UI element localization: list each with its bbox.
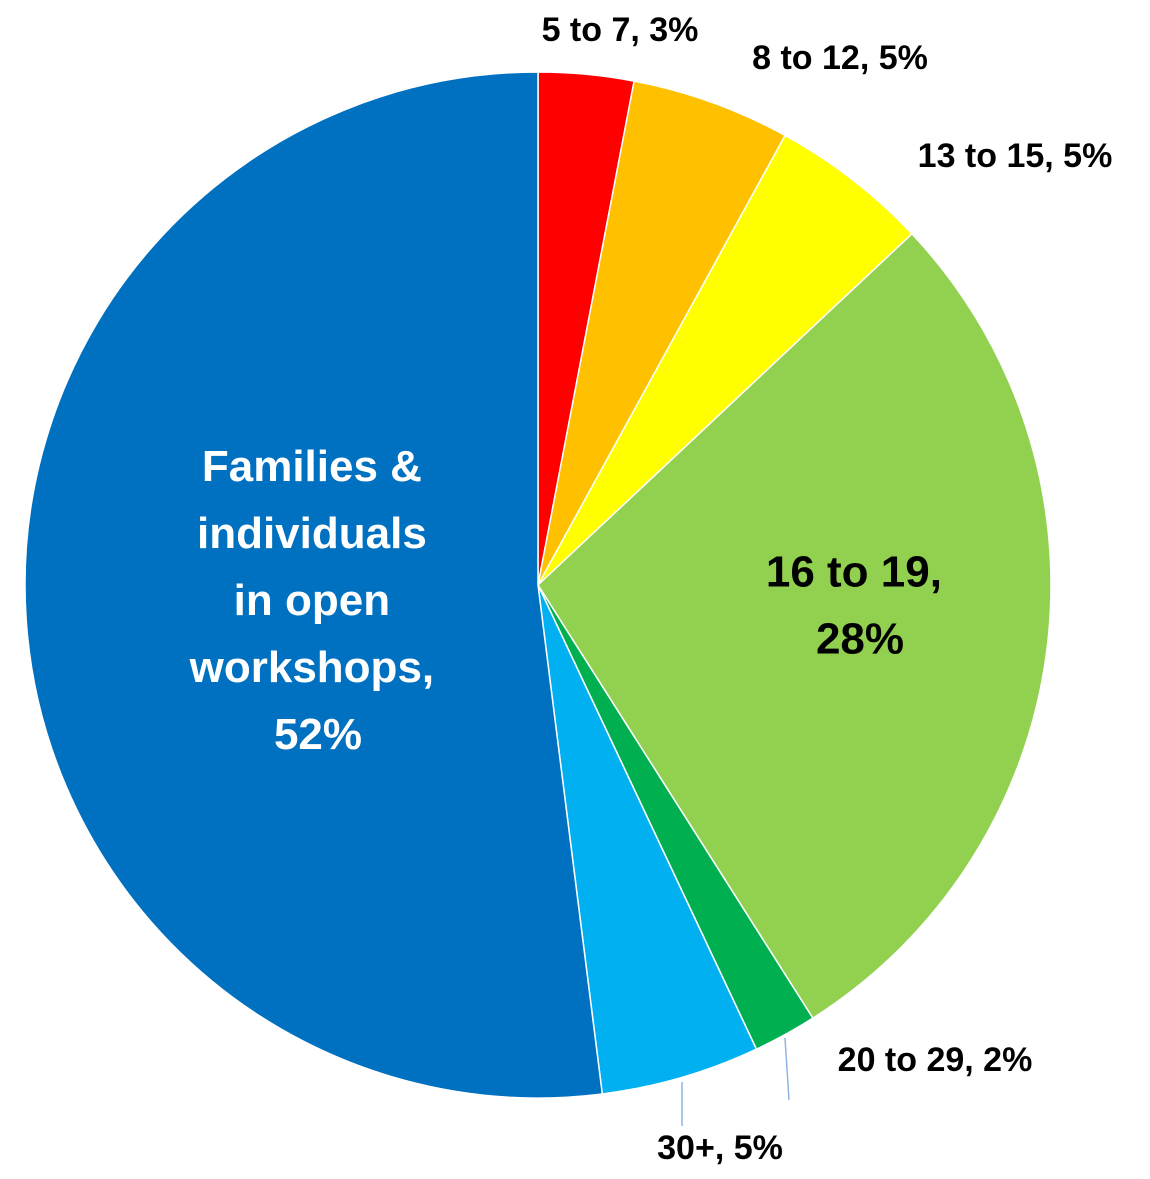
data-label-line: 28% xyxy=(816,614,904,663)
data-label-line: Families & xyxy=(202,442,434,491)
data-label-line: 13 to 15, 5% xyxy=(918,137,1113,175)
pie-slice xyxy=(24,71,604,1099)
data-label-line: 20 to 29, 2% xyxy=(838,1041,1033,1079)
pie-slice xyxy=(537,134,914,586)
data-label: 16 to 19, 28% xyxy=(766,547,954,663)
data-label-line: 30+, 5% xyxy=(657,1129,783,1167)
leader-line xyxy=(784,1037,790,1101)
data-label: 30+, 5% xyxy=(657,1129,783,1167)
data-label-line: 16 to 19, xyxy=(766,547,954,596)
data-label-line: individuals xyxy=(197,509,439,558)
pie-slice xyxy=(537,584,758,1095)
pie-slice xyxy=(537,232,1052,1020)
data-label: 13 to 15, 5% xyxy=(918,137,1113,175)
data-label-line: in open xyxy=(234,576,403,625)
data-label: 20 to 29, 2% xyxy=(838,1041,1033,1079)
data-label: 5 to 7, 3% xyxy=(542,11,699,49)
data-label-line: 5 to 7, 3% xyxy=(542,11,699,49)
data-label-line: 52% xyxy=(274,709,362,758)
data-label-line: workshops, xyxy=(189,643,447,692)
data-label: Families & individuals in open workshops… xyxy=(189,442,447,759)
data-label: 8 to 12, 5% xyxy=(752,39,928,77)
pie-slice xyxy=(537,80,787,586)
data-label-line: 8 to 12, 5% xyxy=(752,39,928,77)
